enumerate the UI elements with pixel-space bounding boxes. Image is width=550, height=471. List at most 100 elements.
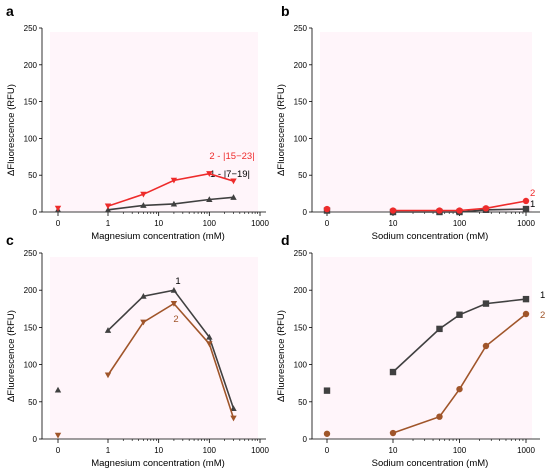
data-point: [482, 342, 490, 350]
data-point: [230, 194, 237, 200]
x-axis-label: Sodium concentration (mM): [372, 458, 489, 469]
x-tick-label: 1000: [251, 219, 269, 228]
data-point: [140, 191, 147, 198]
data-point: [456, 385, 463, 393]
data-point: [230, 405, 237, 412]
data-point: [389, 429, 397, 437]
data-point: [522, 295, 530, 303]
y-tick-label: 100: [294, 134, 308, 143]
data-point: [104, 206, 112, 213]
panel-label: a: [6, 3, 14, 19]
x-tick-label: 1000: [517, 446, 535, 455]
y-tick-label: 250: [24, 24, 38, 33]
y-tick-label: 50: [28, 171, 37, 180]
plot-background: [50, 257, 258, 439]
y-tick-label: 200: [24, 61, 38, 70]
series-label: 2: [540, 310, 545, 321]
series-1: 1: [323, 290, 545, 394]
data-point: [436, 413, 443, 420]
data-point: [206, 171, 213, 177]
y-tick-label: 250: [294, 24, 308, 33]
series-label: 2: [530, 188, 535, 199]
x-tick-label: 10: [389, 446, 398, 455]
data-point: [456, 207, 463, 214]
x-axis-label: Magnesium concentration (mM): [91, 231, 225, 242]
plot-background: [320, 257, 532, 439]
y-axis-label: ΔFluorescence (RFU): [276, 84, 287, 176]
y-tick-label: 0: [303, 435, 308, 444]
x-tick-label: 100: [203, 446, 217, 455]
y-tick-label: 200: [294, 286, 308, 295]
data-point-zero: [323, 430, 331, 437]
y-tick-label: 0: [33, 435, 38, 444]
y-tick-label: 150: [294, 323, 308, 332]
y-tick-label: 150: [24, 323, 38, 332]
y-tick-label: 200: [294, 61, 308, 70]
y-axis-label: ΔFluorescence (RFU): [276, 310, 287, 402]
x-tick-label: 1: [106, 446, 111, 455]
data-point: [456, 311, 463, 318]
data-point: [170, 287, 178, 293]
x-tick-label: 100: [203, 219, 217, 228]
panel-label: c: [6, 232, 14, 248]
series-label: 1 - |7−19|: [210, 169, 250, 180]
y-tick-label: 250: [24, 249, 38, 258]
data-point: [206, 333, 213, 340]
data-point: [104, 372, 112, 379]
series-label: 1: [530, 199, 535, 210]
series-label: 1: [540, 290, 545, 301]
data-point-zero: [323, 205, 331, 213]
chart-panel-a: 0 50 100 150 200 250 0 1 10 100 1000 Magnesium conc…: [6, 3, 269, 242]
data-point: [140, 319, 147, 326]
data-point-zero: [54, 432, 62, 439]
data-point: [170, 301, 178, 307]
y-tick-label: 50: [28, 398, 37, 407]
x-tick-label: 1000: [517, 219, 535, 228]
series-label: 2: [173, 314, 178, 325]
x-tick-label: 10: [389, 219, 398, 228]
data-point: [389, 207, 397, 214]
series-1: 1: [54, 276, 237, 412]
data-point: [436, 325, 443, 333]
data-point: [230, 178, 237, 185]
data-point: [170, 200, 178, 207]
data-point: [482, 300, 490, 307]
series-label: 1: [175, 276, 180, 287]
y-tick-label: 150: [294, 98, 308, 107]
y-tick-label: 250: [294, 249, 308, 258]
data-point: [230, 415, 237, 422]
chart-panel-b: 0 50 100 150 200 250 0 10 100 1000 Sodium concentr…: [276, 3, 540, 242]
y-tick-label: 100: [24, 361, 38, 370]
panel-label: d: [281, 232, 290, 248]
data-point: [436, 207, 443, 214]
x-tick-label: 10: [154, 446, 163, 455]
data-point: [140, 202, 147, 208]
y-axis-label: ΔFluorescence (RFU): [6, 310, 17, 402]
x-tick-label: 0: [56, 446, 61, 455]
x-tick-label: 1: [106, 219, 111, 228]
y-tick-label: 200: [24, 286, 38, 295]
data-point-zero: [54, 205, 62, 212]
data-point: [140, 292, 147, 299]
y-axis-label: ΔFluorescence (RFU): [6, 84, 17, 176]
data-point: [522, 197, 530, 205]
data-point: [104, 327, 112, 333]
x-tick-label: 0: [56, 219, 61, 228]
y-tick-label: 0: [33, 208, 38, 217]
x-tick-label: 100: [453, 219, 467, 228]
y-tick-label: 100: [24, 134, 38, 143]
chart-panel-d: 0 50 100 150 200 250 0 10 100 1000 Sodium concentr…: [276, 232, 545, 469]
plot-background: [320, 32, 532, 212]
series-1: 1 - |7−19|: [54, 169, 250, 213]
y-tick-label: 50: [298, 171, 307, 180]
data-point: [522, 205, 530, 213]
x-tick-label: 1000: [251, 446, 269, 455]
series-2: 2: [323, 310, 545, 437]
data-point-zero: [54, 386, 62, 393]
data-point-zero: [323, 387, 331, 394]
data-point: [206, 341, 213, 347]
x-axis-label: Sodium concentration (mM): [372, 231, 489, 242]
series-2: 2 - |15−23|: [54, 151, 255, 212]
y-tick-label: 50: [298, 398, 307, 407]
